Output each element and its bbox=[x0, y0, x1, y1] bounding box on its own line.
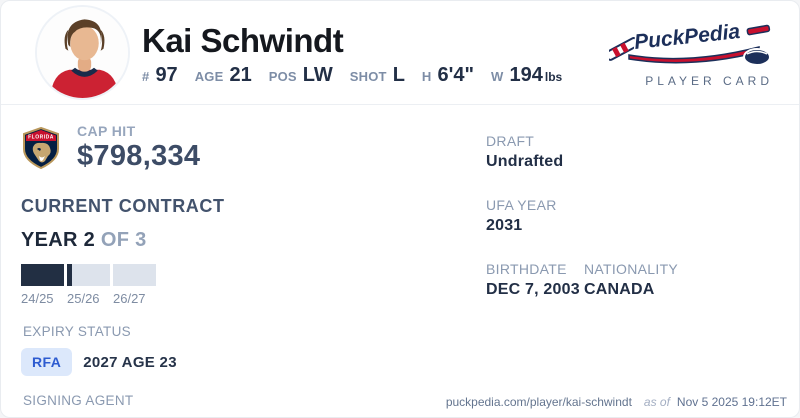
draft-value: Undrafted bbox=[486, 153, 564, 170]
contract-year-total: OF 3 bbox=[100, 229, 147, 251]
player-name: Kai Schwindt bbox=[142, 21, 344, 59]
stat-age: AGE 21 bbox=[194, 64, 252, 87]
season-label: 25/26 bbox=[67, 291, 100, 306]
footer-as-of-label: as of bbox=[643, 395, 670, 409]
brand-block: PuckPedia PLAYER CARD bbox=[605, 17, 777, 88]
birthdate-group: BIRTHDATE DEC 7, 2003 bbox=[486, 261, 584, 299]
stat-weight: W 194 lbs bbox=[491, 64, 563, 87]
details-column: DRAFT Undrafted UFA YEAR 2031 BIRTHDATE … bbox=[486, 123, 799, 417]
player-stat-line: # 97 AGE 21 POS LW SHOT L H 6'4" bbox=[142, 64, 579, 87]
header-divider bbox=[1, 104, 799, 105]
expiry-status-badge: RFA bbox=[21, 348, 73, 376]
expiry-status-value: 2027 AGE 23 bbox=[83, 353, 177, 371]
header: Kai Schwindt # 97 AGE 21 POS LW SHOT L bbox=[1, 1, 799, 104]
birthdate-label: BIRTHDATE bbox=[486, 261, 567, 277]
player-identity: Kai Schwindt # 97 AGE 21 POS LW SHOT L bbox=[142, 18, 579, 88]
ufa-year-value: 2031 bbox=[486, 217, 523, 234]
cap-hit-row: FLORIDA CAP HIT $798,334 bbox=[21, 123, 486, 173]
footer: puckpedia.com/player/kai-schwindt as of … bbox=[446, 395, 787, 409]
draft-group: DRAFT Undrafted bbox=[486, 133, 799, 171]
season-label: 26/27 bbox=[113, 291, 146, 306]
svg-text:PuckPedia: PuckPedia bbox=[633, 21, 741, 54]
stat-position: POS LW bbox=[268, 64, 333, 87]
ufa-year-group: UFA YEAR 2031 bbox=[486, 197, 799, 235]
nationality-label: NATIONALITY bbox=[584, 261, 679, 277]
birth-nationality-row: BIRTHDATE DEC 7, 2003 NATIONALITY CANADA bbox=[486, 261, 799, 325]
ufa-year-label: UFA YEAR bbox=[486, 197, 557, 213]
brand-tagline: PLAYER CARD bbox=[645, 74, 773, 88]
nationality-group: NATIONALITY CANADA bbox=[584, 261, 678, 299]
footer-player-url[interactable]: puckpedia.com/player/kai-schwindt bbox=[445, 395, 632, 409]
contract-year-current: YEAR 2 bbox=[21, 229, 96, 251]
player-avatar-icon bbox=[37, 7, 128, 98]
birthdate-value: DEC 7, 2003 bbox=[486, 281, 580, 298]
season-labels: 24/25 25/26 26/27 bbox=[21, 291, 486, 306]
draft-label: DRAFT bbox=[486, 133, 535, 149]
season-segment bbox=[113, 264, 156, 286]
contract-year-line: YEAR 2 OF 3 bbox=[21, 229, 486, 252]
cap-hit-label: CAP HIT bbox=[77, 123, 136, 139]
season-label: 24/25 bbox=[21, 291, 54, 306]
stat-height: H 6'4" bbox=[421, 64, 474, 87]
card-body: FLORIDA CAP HIT $798,334 CURRENT CONTRAC… bbox=[1, 105, 799, 417]
signing-agent-label: SIGNING AGENT bbox=[23, 393, 134, 408]
footer-timestamp: Nov 5 2025 19:12ET bbox=[676, 395, 787, 409]
contract-progress-bar bbox=[21, 264, 486, 286]
team-logo-florida-panthers-icon: FLORIDA bbox=[23, 127, 59, 169]
player-photo bbox=[35, 5, 130, 100]
puckpedia-logo-icon: PuckPedia bbox=[605, 18, 771, 66]
current-contract-title: CURRENT CONTRACT bbox=[21, 196, 225, 216]
stat-number: # 97 bbox=[142, 64, 178, 87]
stat-shot: SHOT L bbox=[349, 64, 405, 87]
expiry-status-row: RFA 2027 AGE 23 bbox=[21, 348, 486, 376]
svg-text:FLORIDA: FLORIDA bbox=[28, 135, 54, 141]
season-segment bbox=[21, 264, 64, 286]
season-segment bbox=[67, 264, 110, 286]
expiry-status-label: EXPIRY STATUS bbox=[23, 324, 131, 339]
cap-hit-value: $798,334 bbox=[77, 140, 201, 172]
nationality-value: CANADA bbox=[584, 281, 655, 298]
cap-hit-block: CAP HIT $798,334 bbox=[77, 123, 200, 173]
contract-column: FLORIDA CAP HIT $798,334 CURRENT CONTRAC… bbox=[21, 123, 486, 417]
